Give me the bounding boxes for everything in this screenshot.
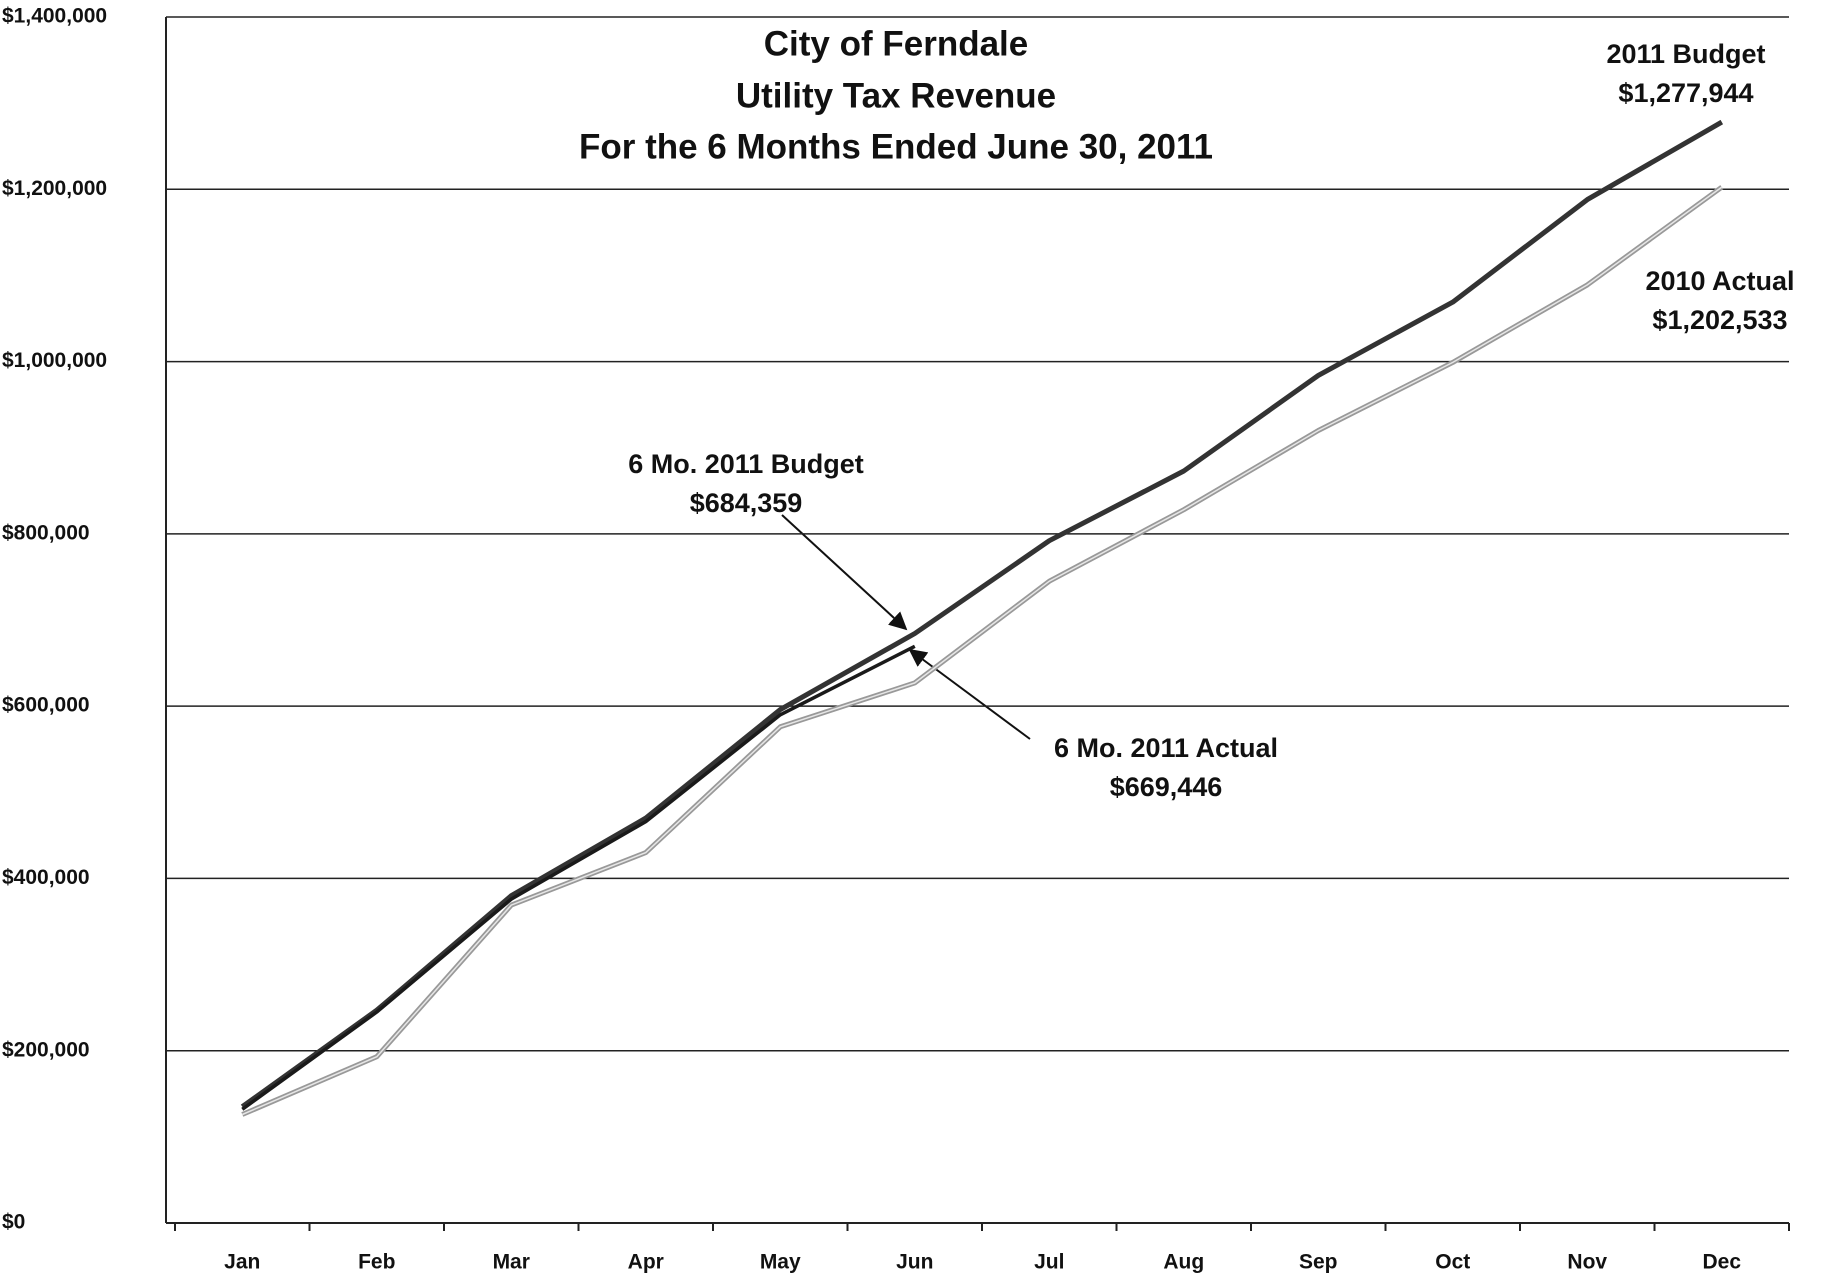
y-tick-label: $400,000: [2, 866, 90, 889]
series-label: 2010 Actual: [1645, 266, 1794, 296]
series-label: 6 Mo. 2011 Actual: [1054, 733, 1278, 763]
y-tick-label: $800,000: [2, 521, 90, 544]
series-line: [240, 119, 1724, 1109]
x-tick-label: Sep: [1299, 1251, 1338, 1274]
annotation: 6 Mo. 2011 Budget: [628, 449, 864, 479]
x-tick-label: May: [760, 1251, 801, 1274]
arrow: [908, 648, 1031, 740]
y-tick-label: $0: [2, 1211, 25, 1234]
x-tick-label: Aug: [1163, 1251, 1204, 1274]
arrow: [781, 514, 908, 631]
data-label: $1,277,944: [1618, 78, 1753, 108]
y-tick-label: $1,400,000: [2, 5, 107, 28]
series-line: [241, 185, 1724, 1117]
x-tick-label: Jul: [1034, 1251, 1064, 1274]
y-tick-label: $1,000,000: [2, 349, 107, 372]
chart-title: For the 6 Months Ended June 30, 2011: [579, 127, 1213, 166]
x-tick-label: Oct: [1435, 1251, 1470, 1274]
x-tick-label: Jun: [896, 1251, 933, 1274]
data-label: $684,359: [690, 488, 803, 518]
x-tick-label: Mar: [493, 1251, 530, 1274]
y-tick-label: $600,000: [2, 694, 90, 717]
x-tick-label: Jan: [224, 1251, 260, 1274]
x-tick-label: Apr: [628, 1251, 664, 1274]
x-tick-label: Dec: [1702, 1251, 1741, 1274]
y-tick-label: $200,000: [2, 1038, 90, 1061]
series-line: [241, 644, 916, 1111]
data-label: $1,202,533: [1652, 305, 1787, 335]
x-tick-label: Nov: [1567, 1251, 1607, 1274]
series-line-core: [242, 186, 1723, 1116]
series-label: 2011 Budget: [1606, 39, 1765, 69]
x-tick-label: Feb: [358, 1251, 395, 1274]
chart-title: City of Ferndale: [764, 24, 1028, 63]
data-label: $669,446: [1110, 772, 1223, 802]
chart-title: Utility Tax Revenue: [736, 76, 1056, 115]
y-tick-label: $1,200,000: [2, 177, 107, 200]
